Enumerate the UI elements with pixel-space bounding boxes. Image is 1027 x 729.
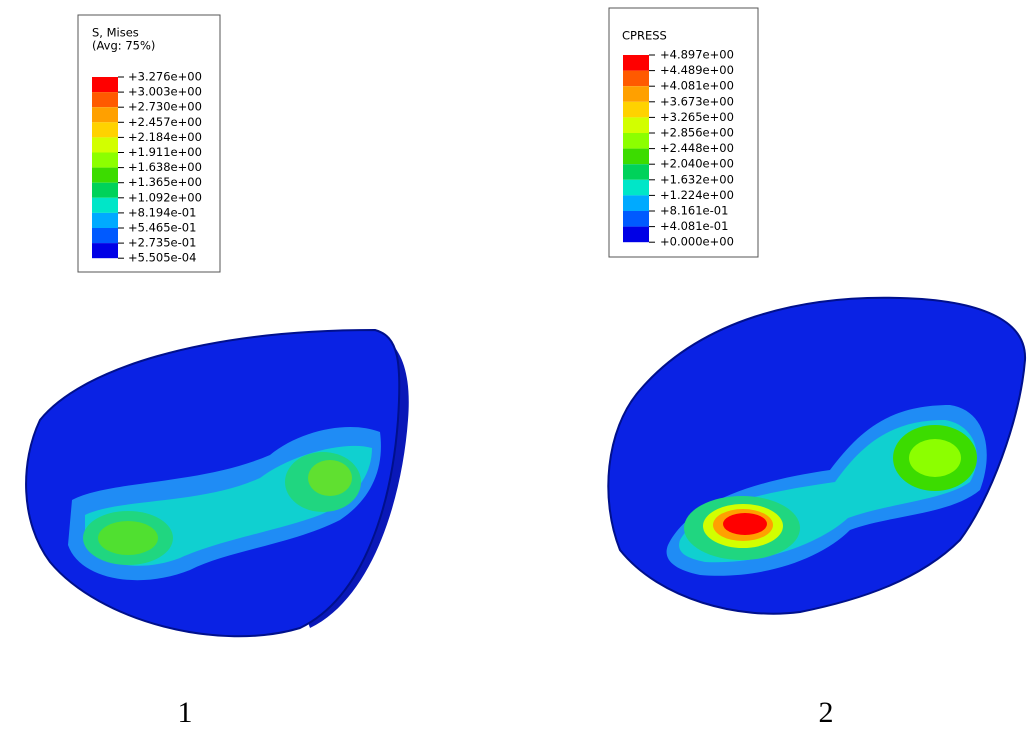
legend-swatch	[92, 198, 118, 213]
legend-label: +2.856e+00	[660, 126, 734, 140]
legend-swatch	[92, 153, 118, 168]
legend-swatch	[92, 122, 118, 137]
legend-label: +1.224e+00	[660, 188, 734, 202]
legend-label: +0.000e+00	[660, 235, 734, 249]
legend-label: +4.897e+00	[660, 48, 734, 62]
legend-swatch	[623, 71, 649, 87]
legend-label: +8.161e-01	[660, 204, 728, 218]
legend-swatch	[92, 213, 118, 228]
legend-label: +1.365e+00	[128, 175, 202, 189]
legend-swatch	[92, 168, 118, 183]
legend-label: +4.081e-01	[660, 219, 728, 233]
legend-label: +2.184e+00	[128, 130, 202, 144]
legend-swatch	[92, 137, 118, 152]
legend-title: CPRESS	[622, 29, 667, 43]
legend-swatch	[623, 195, 649, 211]
legend-swatch	[92, 92, 118, 107]
legend-swatch	[623, 86, 649, 102]
legend-swatch	[623, 180, 649, 196]
legend-title: (Avg: 75%)	[92, 39, 155, 53]
legend-label: +8.194e-01	[128, 205, 196, 219]
legend-label: +2.730e+00	[128, 100, 202, 114]
legend-label: +4.081e+00	[660, 79, 734, 93]
legend-swatch	[623, 55, 649, 71]
legend-label: +5.465e-01	[128, 221, 196, 235]
legend-label: +1.638e+00	[128, 160, 202, 174]
caption: 2	[819, 696, 834, 729]
figure: S, Mises(Avg: 75%)+3.276e+00+3.003e+00+2…	[0, 0, 1027, 729]
legend-swatch	[92, 243, 118, 258]
legend-label: +2.040e+00	[660, 157, 734, 171]
legend-swatch	[92, 228, 118, 243]
legend-swatch	[623, 149, 649, 165]
legend-label: +2.448e+00	[660, 141, 734, 155]
contour-plot-1	[26, 330, 409, 636]
legend-swatch	[623, 164, 649, 180]
legend-title: S, Mises	[92, 26, 139, 40]
legend-swatch	[92, 183, 118, 198]
legend-label: +1.632e+00	[660, 172, 734, 186]
legend-swatch	[92, 77, 118, 92]
legend-swatch	[623, 211, 649, 227]
legend-label: +3.673e+00	[660, 94, 734, 108]
legend-label: +2.457e+00	[128, 115, 202, 129]
legend-label: +1.092e+00	[128, 190, 202, 204]
legend-swatch	[92, 107, 118, 122]
legend-swatch	[623, 102, 649, 118]
legend-label: +1.911e+00	[128, 145, 202, 159]
legend-label: +5.505e-04	[128, 251, 196, 265]
legend-swatch	[623, 227, 649, 243]
legend-label: +3.265e+00	[660, 110, 734, 124]
contour-plot-2	[608, 298, 1025, 614]
caption: 1	[178, 696, 193, 729]
legend-label: +3.003e+00	[128, 85, 202, 99]
legend-swatch	[623, 117, 649, 133]
legend-swatch	[623, 133, 649, 149]
legend-label: +3.276e+00	[128, 70, 202, 84]
legend-label: +4.489e+00	[660, 63, 734, 77]
legend-label: +2.735e-01	[128, 236, 196, 250]
